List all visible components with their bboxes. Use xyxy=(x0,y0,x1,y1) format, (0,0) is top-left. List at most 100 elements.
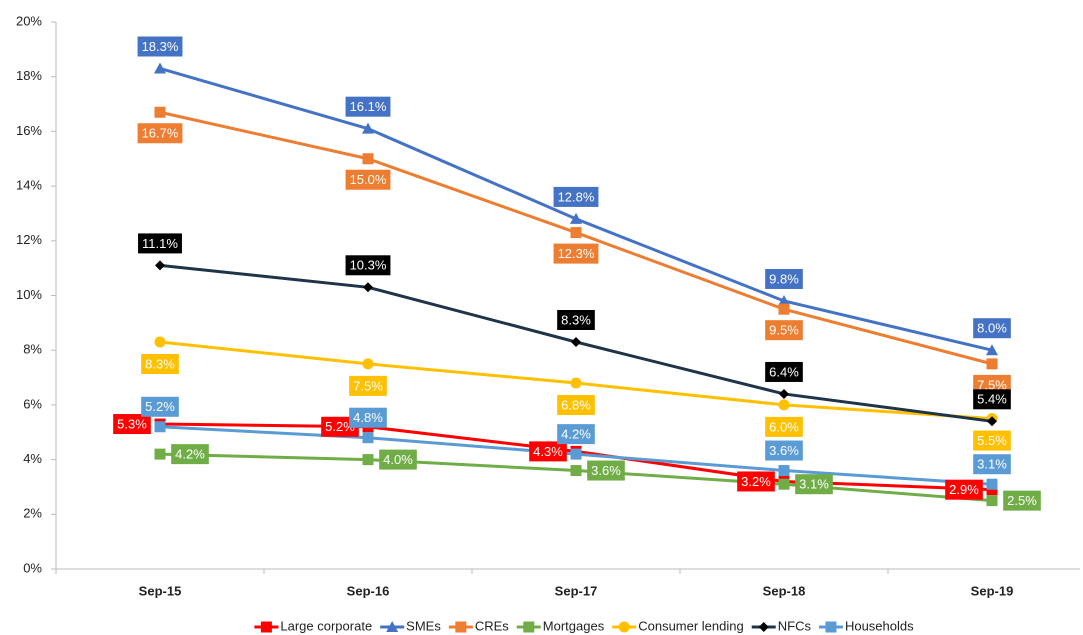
data-label: 6.0% xyxy=(769,419,799,434)
data-label-box xyxy=(973,430,1011,451)
y-tick-label: 16% xyxy=(16,123,42,138)
data-label: 10.3% xyxy=(350,258,387,273)
legend-label: NFCs xyxy=(778,618,812,633)
x-tick-label: Sep-16 xyxy=(347,583,390,598)
x-tick-label: Sep-15 xyxy=(139,583,182,598)
y-tick-label: 8% xyxy=(23,342,42,357)
data-label-box xyxy=(553,186,599,207)
data-label: 5.3% xyxy=(117,416,147,431)
data-label: 6.4% xyxy=(769,364,799,379)
marker xyxy=(986,495,998,507)
data-label-box xyxy=(113,414,151,435)
data-label-box xyxy=(345,255,391,276)
legend-marker xyxy=(618,621,630,633)
series xyxy=(154,448,998,507)
marker xyxy=(154,106,166,118)
marker xyxy=(154,448,166,460)
marker xyxy=(363,282,373,293)
data-label-box xyxy=(557,309,595,330)
data-label: 8.3% xyxy=(145,356,175,371)
data-label-box xyxy=(765,361,803,382)
data-label: 3.6% xyxy=(591,463,621,478)
data-label: 11.1% xyxy=(142,236,178,251)
y-tick-label: 6% xyxy=(23,396,42,411)
data-label-box xyxy=(345,169,391,190)
legend-marker xyxy=(455,621,467,633)
y-tick-label: 10% xyxy=(16,287,42,302)
data-label: 12.8% xyxy=(558,189,595,204)
data-label-box xyxy=(171,444,209,465)
marker xyxy=(570,448,582,460)
data-label-box xyxy=(765,440,803,461)
data-label: 7.5% xyxy=(353,378,383,393)
marker xyxy=(778,478,790,490)
marker xyxy=(571,336,581,347)
data-label-box xyxy=(553,243,599,264)
data-label: 9.8% xyxy=(769,271,799,286)
data-label: 4.3% xyxy=(533,444,563,459)
y-tick-label: 2% xyxy=(23,506,42,521)
legend-label: Mortgages xyxy=(543,618,605,633)
data-label-box xyxy=(973,454,1011,475)
data-label: 12.3% xyxy=(558,246,595,261)
marker xyxy=(778,303,790,315)
data-label-box xyxy=(529,441,567,462)
marker xyxy=(155,260,165,271)
data-label-box xyxy=(795,474,833,495)
marker xyxy=(986,344,998,356)
legend-marker xyxy=(825,621,837,633)
legend-label: Households xyxy=(845,618,914,633)
marker xyxy=(362,358,374,370)
series xyxy=(154,421,998,490)
data-label-box xyxy=(141,353,179,374)
data-label: 4.2% xyxy=(175,447,205,462)
data-label-box xyxy=(557,395,595,416)
marker xyxy=(362,153,374,165)
y-tick-label: 20% xyxy=(16,13,42,28)
data-label-box xyxy=(349,375,387,396)
data-label: 16.1% xyxy=(350,99,387,114)
data-label: 5.2% xyxy=(145,399,175,414)
data-label: 7.5% xyxy=(977,377,1007,392)
marker xyxy=(570,212,582,224)
marker xyxy=(987,416,997,427)
legend-marker xyxy=(260,621,272,633)
data-label: 3.6% xyxy=(769,443,799,458)
legend-marker xyxy=(758,622,769,632)
data-label-box xyxy=(138,233,182,254)
y-tick-label: 14% xyxy=(16,178,42,193)
marker xyxy=(570,227,582,239)
x-tick-label: Sep-17 xyxy=(555,583,598,598)
series xyxy=(154,62,998,356)
data-label: 5.2% xyxy=(325,419,355,434)
data-label-box xyxy=(945,479,983,500)
data-label: 4.8% xyxy=(353,410,383,425)
series xyxy=(154,106,998,370)
data-label: 5.5% xyxy=(977,433,1007,448)
data-label-box xyxy=(137,36,183,57)
marker xyxy=(778,399,790,411)
data-label: 3.1% xyxy=(799,477,829,492)
marker xyxy=(362,122,374,134)
data-label: 3.1% xyxy=(977,457,1007,472)
data-label: 8.0% xyxy=(977,321,1007,336)
marker xyxy=(154,421,166,433)
data-label: 4.0% xyxy=(383,452,413,467)
data-label-box xyxy=(765,320,803,341)
data-label-box xyxy=(737,471,775,492)
data-label-box xyxy=(587,460,625,481)
data-label-box xyxy=(1003,490,1041,511)
data-label: 4.2% xyxy=(561,427,591,442)
data-label: 15.0% xyxy=(350,172,387,187)
marker xyxy=(154,336,166,348)
marker xyxy=(986,358,998,370)
series-line xyxy=(159,67,993,352)
data-label: 2.9% xyxy=(949,482,979,497)
data-label: 5.4% xyxy=(977,392,1007,407)
legend-marker xyxy=(386,621,399,632)
data-label: 3.2% xyxy=(741,474,771,489)
data-label: 8.3% xyxy=(561,312,591,327)
data-label-box xyxy=(137,123,183,144)
marker xyxy=(986,478,998,490)
